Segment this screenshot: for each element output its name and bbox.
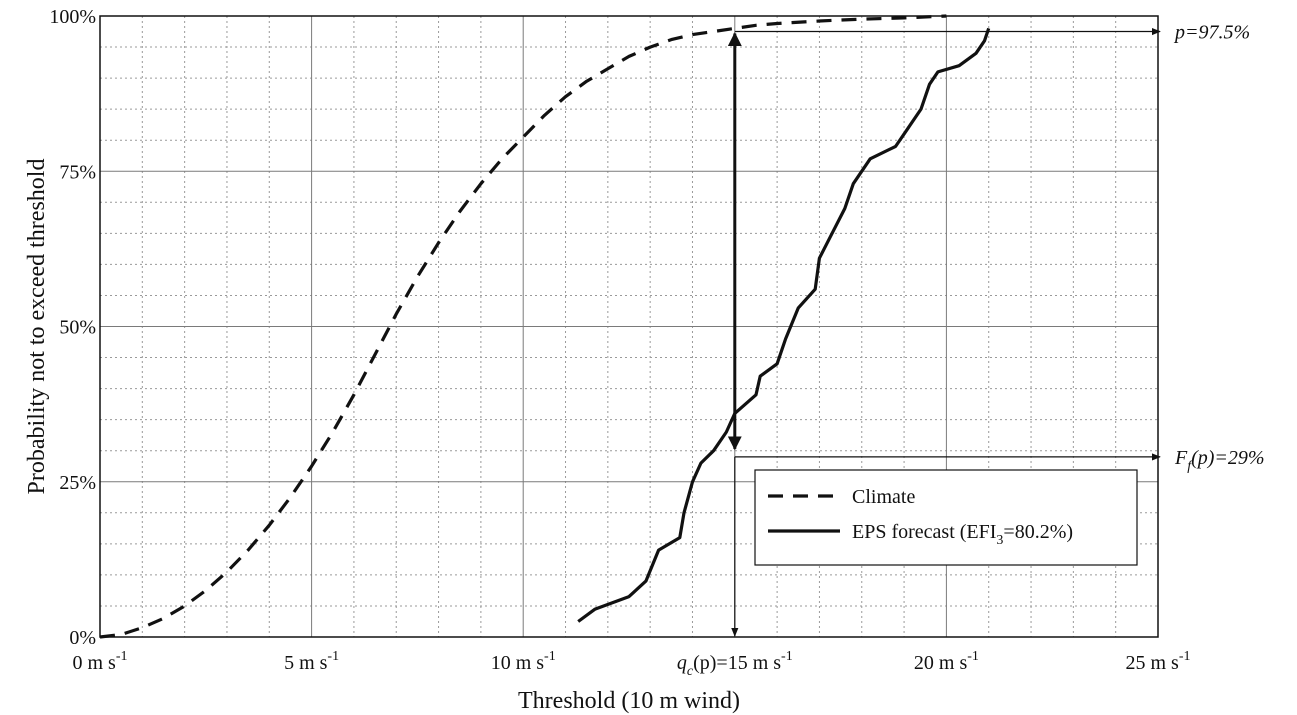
- legend-label-name: EPS forecast (EFI: [852, 521, 996, 543]
- p-label: p=97.5%: [1173, 22, 1250, 44]
- y-tick-label: 100%: [49, 6, 96, 28]
- x-tick-label-base: 10 m s: [491, 652, 545, 674]
- y-tick-label: 0%: [69, 627, 96, 649]
- x-tick-label: 20 m s-1: [914, 649, 979, 674]
- legend: Climate EPS forecast (EFI3=80.2%): [754, 469, 1138, 566]
- x-tick-label: 0 m s-1: [72, 649, 127, 674]
- y-tick-label: 75%: [59, 161, 96, 183]
- plot-frame: [99, 15, 1159, 638]
- legend-label: Climate: [852, 486, 915, 508]
- x-tick-label-sup: -1: [1179, 649, 1191, 664]
- y-tick-label: 25%: [59, 472, 96, 494]
- f-label-sub: f: [1187, 459, 1193, 474]
- x-tick-label: 5 m s-1: [284, 649, 339, 674]
- legend-label-name: Climate: [852, 486, 915, 508]
- f-label-prefix: F: [1174, 447, 1188, 469]
- q-label-prefix: q: [677, 652, 687, 674]
- q-label-sup: -1: [781, 649, 793, 664]
- x-tick-label-base: 0 m s: [72, 652, 116, 674]
- y-axis-title: Probability not to exceed threshold: [24, 159, 50, 495]
- y-tick-label: 50%: [59, 317, 96, 339]
- legend-box: [754, 469, 1138, 566]
- series-line-climate: [99, 14, 947, 639]
- x-tick-label-sup: -1: [116, 649, 128, 664]
- legend-label-sub: 3: [996, 533, 1003, 548]
- x-tick-label-base: 5 m s: [284, 652, 328, 674]
- x-tick-label-sup: -1: [967, 649, 979, 664]
- series-line-eps: [577, 27, 991, 623]
- x-tick-label: 25 m s-1: [1125, 649, 1190, 674]
- x-tick-label-sup: -1: [327, 649, 339, 664]
- legend-label-suffix: =80.2%): [1003, 521, 1073, 543]
- q-label: qc(p)=15 m s-1: [677, 649, 793, 679]
- x-tick-label-sup: -1: [544, 649, 556, 664]
- x-tick-label-base: 25 m s: [1125, 652, 1179, 674]
- x-tick-label-base: 20 m s: [914, 652, 968, 674]
- q-label-sub: c: [687, 664, 694, 679]
- legend-label: EPS forecast (EFI3=80.2%): [852, 521, 1073, 548]
- q-label-suffix: (p)=15 m s: [693, 652, 781, 674]
- f-label: Ff(p)=29%: [1174, 447, 1265, 474]
- x-axis-title: Threshold (10 m wind): [518, 688, 740, 714]
- x-tick-label: 10 m s-1: [491, 649, 556, 674]
- f-label-suffix: (p)=29%: [1191, 447, 1264, 469]
